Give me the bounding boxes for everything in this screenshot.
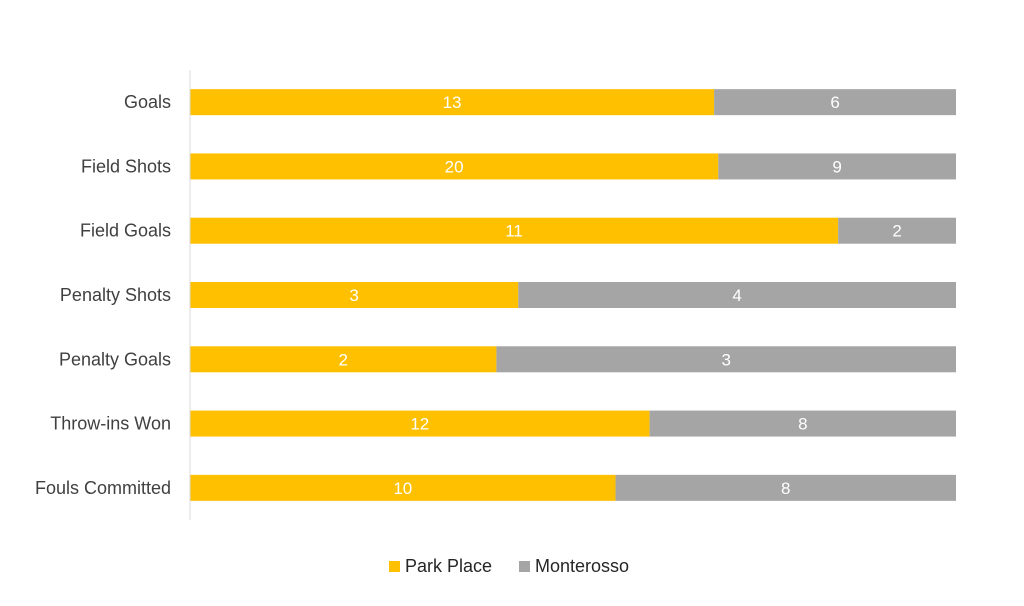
category-labels: Goals Field Shots Field Goals Penalty Shots… [35, 92, 171, 498]
data-label-monterosso-field-shots: 9 [832, 157, 841, 176]
legend-swatch-park-place [389, 561, 400, 572]
bar-park-place-penalty-goals [190, 346, 497, 373]
bar-park-place-field-goals [190, 217, 839, 244]
legend-label-monterosso: Monterosso [535, 556, 629, 576]
bar-park-place-fouls-committed [190, 474, 616, 501]
data-label-monterosso-penalty-goals: 3 [721, 350, 730, 369]
bar-monterosso-penalty-goals [496, 346, 956, 373]
bar-park-place-throw-ins-won [190, 410, 650, 437]
bar-park-place-goals [190, 89, 715, 116]
category-label-penalty-shots: Penalty Shots [60, 285, 171, 305]
category-label-penalty-goals: Penalty Goals [59, 349, 171, 369]
category-label-field-shots: Field Shots [81, 156, 171, 176]
data-label-monterosso-field-goals: 2 [892, 222, 901, 241]
plot-area: 13 6 20 9 11 2 3 4 2 3 12 8 10 8 [190, 89, 956, 501]
data-label-monterosso-throw-ins-won: 8 [798, 415, 807, 434]
data-label-park-place-throw-ins-won: 12 [410, 415, 429, 434]
category-label-goals: Goals [124, 92, 171, 112]
bar-monterosso-field-shots [718, 153, 956, 180]
bar-monterosso-penalty-shots [518, 282, 956, 308]
bar-park-place-penalty-shots [190, 282, 519, 308]
bar-monterosso-field-goals [838, 217, 956, 244]
data-label-park-place-goals: 13 [443, 93, 462, 112]
legend: Park Place Monterosso [389, 556, 629, 576]
data-label-park-place-field-shots: 20 [445, 157, 464, 176]
legend-label-park-place: Park Place [405, 556, 492, 576]
data-label-park-place-field-goals: 11 [505, 222, 523, 241]
category-label-fouls-committed: Fouls Committed [35, 478, 171, 498]
data-label-monterosso-goals: 6 [830, 93, 839, 112]
bar-monterosso-throw-ins-won [649, 410, 956, 437]
legend-swatch-monterosso [519, 561, 530, 572]
bar-monterosso-goals [714, 89, 956, 116]
data-label-park-place-fouls-committed: 10 [393, 479, 412, 498]
category-label-field-goals: Field Goals [80, 221, 171, 241]
data-label-monterosso-fouls-committed: 8 [781, 479, 790, 498]
bar-monterosso-fouls-committed [615, 474, 956, 501]
data-label-park-place-penalty-goals: 2 [338, 350, 347, 369]
category-label-throw-ins-won: Throw-ins Won [50, 414, 171, 434]
data-label-monterosso-penalty-shots: 4 [732, 286, 741, 305]
data-label-park-place-penalty-shots: 3 [349, 286, 358, 305]
bar-park-place-field-shots [190, 153, 719, 180]
